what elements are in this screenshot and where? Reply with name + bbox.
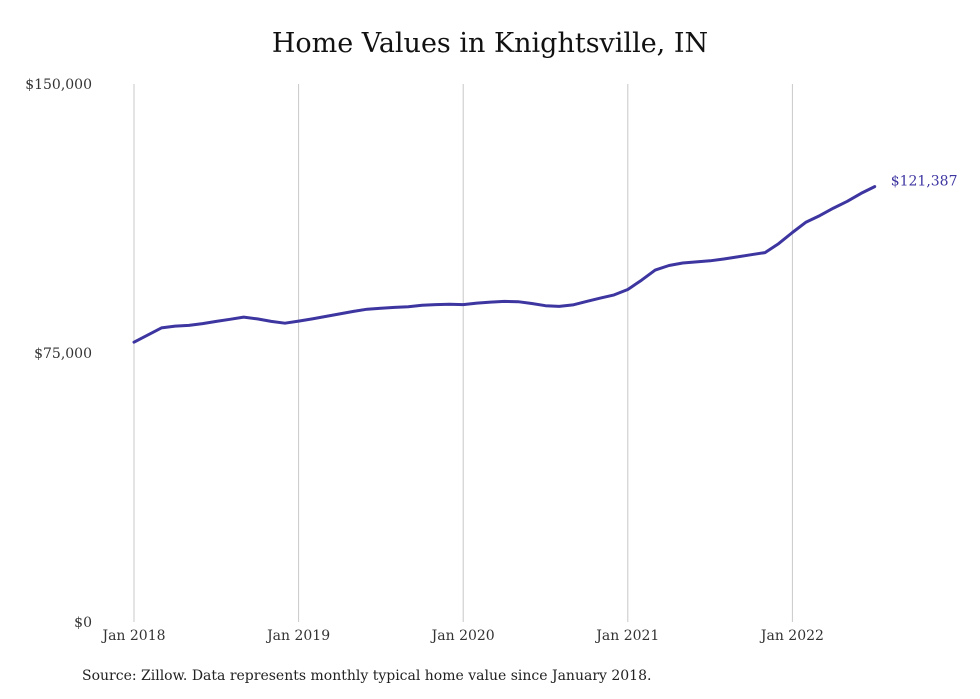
x-tick-label: Jan 2018 bbox=[100, 628, 165, 644]
x-tick-label: Jan 2021 bbox=[594, 628, 659, 644]
source-note: Source: Zillow. Data represents monthly … bbox=[82, 668, 652, 684]
x-tick-label: Jan 2022 bbox=[759, 628, 824, 644]
x-tick-label: Jan 2020 bbox=[430, 628, 495, 644]
x-tick-label: Jan 2019 bbox=[265, 628, 330, 644]
y-tick-label: $75,000 bbox=[34, 346, 92, 362]
end-value-label: $121,387 bbox=[891, 174, 958, 190]
y-tick-label: $0 bbox=[74, 615, 92, 631]
y-tick-label: $150,000 bbox=[25, 77, 92, 93]
series-line bbox=[132, 185, 877, 344]
chart-title: Home Values in Knightsville, IN bbox=[271, 28, 709, 59]
